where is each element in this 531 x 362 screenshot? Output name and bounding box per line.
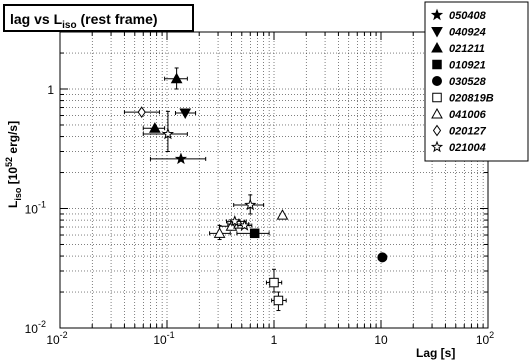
marker-circle-filled (377, 252, 388, 263)
marker-circle-filled (432, 76, 442, 86)
data-point-021004 (233, 194, 265, 215)
marker-square-open (273, 295, 284, 306)
y-tick-label: 10-1 (25, 200, 46, 217)
data-point-041006 (276, 209, 289, 220)
marker-diamond-open (137, 106, 146, 119)
legend: 050408 040924 021211 010921 030528 020819B 041… (424, 1, 529, 162)
data-point-010921 (236, 228, 270, 239)
data-point-021211 (164, 67, 188, 90)
chart-title: lag vs Liso (rest frame) (3, 4, 194, 32)
data-point-020819B (271, 291, 287, 312)
legend-label: 030528 (449, 76, 487, 88)
marker-star-open (228, 214, 241, 227)
legend-entry-041006: 041006 (431, 107, 487, 121)
legend-entry-050408: 050408 (430, 8, 487, 22)
marker-square-open (432, 92, 442, 103)
marker-star-open (161, 127, 175, 140)
data-point-030528 (377, 252, 388, 263)
x-tick-label: 1 (271, 333, 278, 347)
y-tick-label: 10-2 (25, 319, 46, 336)
marker-diamond-open (432, 124, 442, 137)
legend-entry-020819B: 020819B (432, 92, 494, 105)
legend-label: 041006 (449, 109, 487, 121)
marker-star (174, 152, 188, 165)
marker-triangle-up-open (213, 227, 226, 238)
marker-star (430, 8, 444, 21)
x-tick-label: 10-2 (46, 330, 67, 347)
legend-label: 040924 (449, 27, 486, 39)
title-box (3, 4, 194, 32)
title-text: lag vs Liso (rest frame) (10, 11, 158, 31)
data-point-041006 (209, 225, 231, 241)
legend-label: 050408 (449, 10, 487, 22)
data-point-021004 (142, 110, 188, 152)
tick-labels: 10-2 10-1 1 10 102 10-2 10-1 1 (25, 83, 495, 347)
x-tick-label: 10 (374, 333, 388, 347)
x-axis-title: Lag [s] (416, 346, 455, 360)
y-tick-label: 1 (47, 83, 54, 97)
data-point-040924 (174, 108, 197, 120)
marker-square-filled (249, 228, 260, 239)
legend-box (424, 1, 529, 162)
data-point-020127 (123, 106, 160, 119)
legend-entry-040924: 040924 (431, 27, 486, 39)
marker-star-open (244, 198, 257, 211)
data-point-050408 (149, 152, 207, 165)
marker-triangle-down (179, 108, 192, 120)
legend-label: 020127 (449, 126, 487, 138)
marker-triangle-up (431, 41, 443, 53)
legend-entry-030528: 030528 (432, 76, 487, 88)
y-axis-title: Liso [1052 erg/s] (4, 121, 23, 208)
data-point-021211 (142, 122, 166, 133)
legend-label: 020819B (449, 93, 494, 105)
marker-star-open (238, 219, 251, 231)
x-tick-label: 10-1 (153, 330, 174, 347)
marker-triangle-up-open (431, 107, 443, 119)
marker-square-open (269, 277, 279, 288)
marker-star-open (430, 140, 444, 153)
legend-label: 021004 (449, 142, 486, 154)
marker-triangle-up (170, 72, 183, 84)
legend-entry-021211: 021211 (431, 41, 485, 55)
legend-entry-020127: 020127 (432, 124, 487, 138)
marker-triangle-down (431, 27, 443, 38)
x-tick-label: 102 (476, 330, 494, 347)
legend-label: 010921 (449, 60, 486, 72)
marker-triangle-up-open (276, 209, 289, 220)
marker-square-filled (432, 59, 442, 70)
data-points (123, 67, 388, 312)
data-point-021004 (226, 214, 247, 227)
legend-label: 021211 (449, 43, 485, 55)
data-point-021004 (237, 219, 253, 231)
data-point-020819B (265, 268, 283, 293)
legend-entry-010921: 010921 (432, 59, 486, 72)
marker-triangle-up (149, 122, 161, 133)
legend-entry-021004: 021004 (430, 140, 486, 154)
